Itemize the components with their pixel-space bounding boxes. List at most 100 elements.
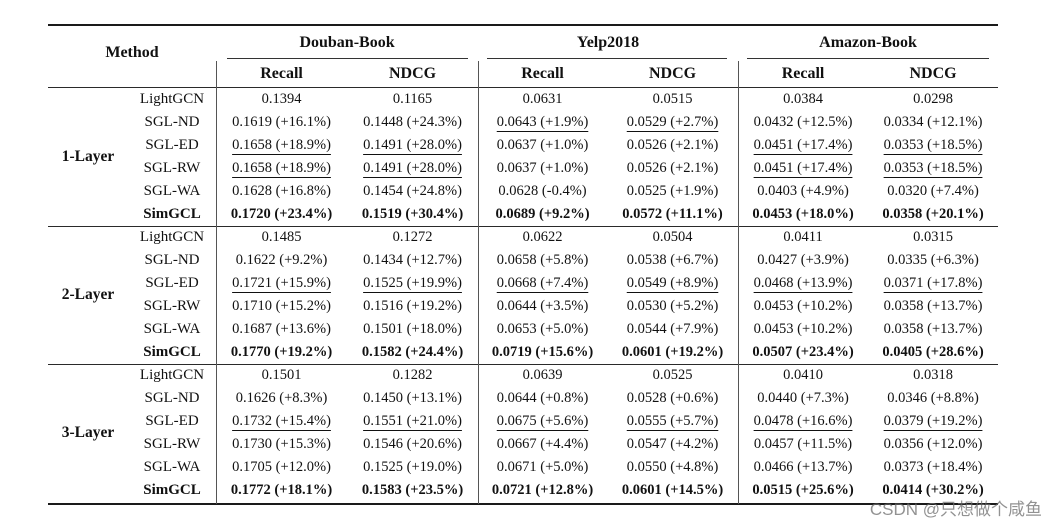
method-name: SGL-ND — [144, 252, 200, 268]
cell-value: 0.1501 (+18.0%) — [363, 321, 462, 338]
cell-value: 0.0478 (+16.6%) — [753, 413, 853, 430]
amazon-book-recall-cell: 0.0507 (+23.4%) — [738, 341, 868, 364]
cell-value: 0.0315 — [913, 229, 953, 246]
cell-value: 0.1710 (+15.2%) — [232, 298, 331, 315]
yelp2018-recall-cell: 0.0675 (+5.6%) — [478, 410, 607, 433]
amazon-book-recall-cell: 0.0432 (+12.5%) — [738, 111, 868, 134]
table-row: SimGCL 0.1772 (+18.1%) 0.1583 (+23.5%) 0.07… — [48, 479, 998, 502]
cell-value: 0.0379 (+19.2%) — [883, 413, 983, 430]
cell-value: 0.0526 (+2.1%) — [626, 160, 719, 177]
amazon-book-ndcg-cell: 0.0315 — [868, 226, 998, 249]
amazon-book-recall-cell: 0.0453 (+18.0%) — [738, 203, 868, 226]
yelp2018-ndcg-cell: 0.0544 (+7.9%) — [607, 318, 738, 341]
yelp2018-ndcg-cell: 0.0549 (+8.9%) — [607, 272, 738, 295]
cell-value: 0.0528 (+0.6%) — [626, 390, 719, 407]
bottom-rule — [48, 503, 998, 505]
method-name: LightGCN — [139, 367, 205, 383]
yelp2018-recall-cell: 0.0668 (+7.4%) — [478, 272, 607, 295]
yelp2018-recall-cell: 0.0653 (+5.0%) — [478, 318, 607, 341]
cell-value: 0.0453 (+18.0%) — [752, 206, 854, 223]
amazon-book-ndcg-cell: 0.0335 (+6.3%) — [868, 249, 998, 272]
douban-book-recall-cell: 0.1619 (+16.1%) — [216, 111, 347, 134]
cell-value: 0.1772 (+18.1%) — [230, 482, 333, 499]
douban-book-ndcg-cell: 0.1272 — [347, 226, 478, 249]
cell-value: 0.0555 (+5.7%) — [626, 413, 719, 430]
douban-book-recall-cell: 0.1687 (+13.6%) — [216, 318, 347, 341]
douban-book-recall-cell: 0.1485 — [216, 226, 347, 249]
douban-book-ndcg-cell: 0.1501 (+18.0%) — [347, 318, 478, 341]
cell-value: 0.0451 (+17.4%) — [753, 160, 853, 177]
yelp2018-ndcg-cell: 0.0529 (+2.7%) — [607, 111, 738, 134]
cell-value: 0.1525 (+19.0%) — [363, 459, 462, 476]
header-rule — [48, 87, 998, 88]
method-name: SGL-RW — [143, 160, 201, 176]
cell-value: 0.0371 (+17.8%) — [883, 275, 983, 292]
amazon-book-ndcg-cell: 0.0373 (+18.4%) — [868, 456, 998, 479]
cell-value: 0.0675 (+5.6%) — [496, 413, 589, 430]
douban-book-ndcg-cell: 0.1448 (+24.3%) — [347, 111, 478, 134]
table-row: SGL-ED 0.1658 (+18.9%) 0.1491 (+28.0%) 0.06… — [48, 134, 998, 157]
cell-value: 0.0644 (+3.5%) — [496, 298, 589, 315]
douban-book-recall-cell: 0.1732 (+15.4%) — [216, 410, 347, 433]
cell-value: 0.0451 (+17.4%) — [753, 137, 853, 154]
cell-value: 0.0403 (+4.9%) — [757, 183, 849, 200]
cell-value: 0.1516 (+19.2%) — [363, 298, 462, 315]
cell-value: 0.0671 (+5.0%) — [496, 459, 589, 476]
cell-value: 0.1658 (+18.9%) — [232, 137, 331, 154]
cell-value: 0.1687 (+13.6%) — [232, 321, 331, 338]
watermark: CSDN @只想做个咸鱼 — [869, 500, 1042, 519]
cell-value: 0.0334 (+12.1%) — [883, 114, 983, 131]
cell-value: 0.0358 (+20.1%) — [882, 206, 984, 223]
table-row: SGL-ED 0.1732 (+15.4%) 0.1551 (+21.0%) 0.06… — [48, 410, 998, 433]
douban-book-recall-cell: 0.1394 — [216, 88, 347, 111]
yelp2018-recall-cell: 0.0628 (-0.4%) — [478, 180, 607, 203]
douban-book-ndcg-cell: 0.1519 (+30.4%) — [347, 203, 478, 226]
cell-value: 0.0526 (+2.1%) — [626, 137, 719, 154]
table-row: SGL-RW 0.1730 (+15.3%) 0.1546 (+20.6%) 0.06… — [48, 433, 998, 456]
douban-book-recall-cell: 0.1720 (+23.4%) — [216, 203, 347, 226]
amazon-book-recall-cell: 0.0403 (+4.9%) — [738, 180, 868, 203]
dataset-header-row: Method Douban-Book Yelp2018 Amazon-Book — [48, 26, 998, 61]
amazon-book-recall-cell: 0.0451 (+17.4%) — [738, 134, 868, 157]
amazon-book-recall-cell: 0.0515 (+25.6%) — [738, 479, 868, 502]
group-label: 2-Layer — [61, 286, 115, 304]
top-rule — [48, 24, 998, 26]
table-row: SGL-ND 0.1619 (+16.1%) 0.1448 (+24.3%) 0.06… — [48, 111, 998, 134]
method-name: SimGCL — [143, 344, 201, 360]
douban-book-recall-cell: 0.1730 (+15.3%) — [216, 433, 347, 456]
cell-value: 0.1450 (+13.1%) — [363, 390, 462, 407]
yelp2018-recall-cell: 0.0639 — [478, 364, 607, 387]
cell-value: 0.1394 — [261, 91, 302, 108]
metric-header-row: Recall NDCG Recall NDCG Recall NDCG — [48, 60, 998, 88]
cell-value: 0.0538 (+6.7%) — [626, 252, 719, 269]
amazon-book-ndcg-cell: 0.0358 (+13.7%) — [868, 295, 998, 318]
amazon-book-recall-cell: 0.0410 — [738, 364, 868, 387]
cell-value: 0.0373 (+18.4%) — [883, 459, 983, 476]
amazon-book-recall-cell: 0.0453 (+10.2%) — [738, 318, 868, 341]
cell-value: 0.0320 (+7.4%) — [887, 183, 979, 200]
cell-value: 0.1546 (+20.6%) — [363, 436, 462, 453]
table-row: SGL-WA 0.1687 (+13.6%) 0.1501 (+18.0%) 0.06… — [48, 318, 998, 341]
cell-value: 0.0427 (+3.9%) — [757, 252, 849, 269]
douban-book-recall-cell: 0.1772 (+18.1%) — [216, 479, 347, 502]
yelp2018-recall-cell: 0.0721 (+12.8%) — [478, 479, 607, 502]
cell-value: 0.0549 (+8.9%) — [626, 275, 719, 292]
cell-value: 0.0504 — [652, 229, 693, 246]
cell-value: 0.0601 (+14.5%) — [621, 482, 724, 499]
amazon-book-recall-cell: 0.0440 (+7.3%) — [738, 387, 868, 410]
cell-value: 0.0547 (+4.2%) — [626, 436, 719, 453]
douban-book-ndcg-cell: 0.1583 (+23.5%) — [347, 479, 478, 502]
amazon-book-ndcg-cell: 0.0356 (+12.0%) — [868, 433, 998, 456]
cell-value: 0.1628 (+16.8%) — [232, 183, 331, 200]
method-name: SGL-ED — [145, 137, 199, 153]
cell-value: 0.1626 (+8.3%) — [235, 390, 328, 407]
cell-value: 0.0318 — [913, 367, 953, 384]
cell-value: 0.0721 (+12.8%) — [491, 482, 594, 499]
method-name: LightGCN — [139, 91, 205, 107]
douban-book-ndcg-cell: 0.1282 — [347, 364, 478, 387]
cell-value: 0.0466 (+13.7%) — [753, 459, 853, 476]
cell-value: 0.0529 (+2.7%) — [626, 114, 719, 131]
method-name: SimGCL — [143, 482, 201, 498]
metric-header-recall: Recall — [260, 65, 303, 82]
